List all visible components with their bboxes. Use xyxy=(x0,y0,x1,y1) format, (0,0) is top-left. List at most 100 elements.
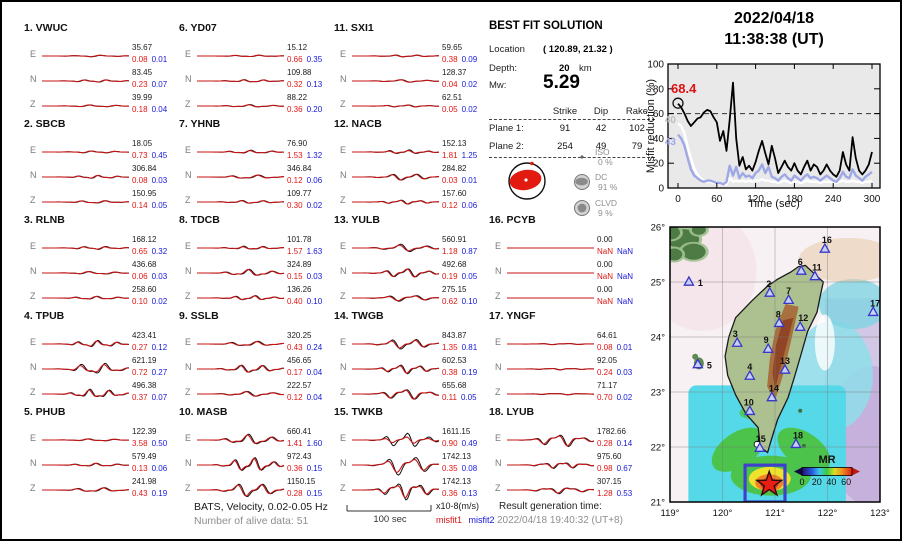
misfit1-value: 0.98 xyxy=(597,464,613,473)
synthetic-trace xyxy=(42,174,130,179)
component-label: Z xyxy=(185,99,191,109)
waveform-trace xyxy=(352,483,440,501)
map-lon-label: 122° xyxy=(818,508,838,519)
synthetic-trace xyxy=(42,271,130,275)
y-tick-label: 40 xyxy=(653,134,665,145)
trace-values: 1742.13 0.36 0.13 xyxy=(442,477,492,498)
map-lon-label: 120° xyxy=(713,508,733,519)
waveform-trace xyxy=(197,149,285,154)
misfit2-value: 0.27 xyxy=(151,368,168,377)
trace-values: 76.90 1.53 1.32 xyxy=(287,139,337,160)
waveform-trace xyxy=(352,173,440,181)
plane1-dip: 42 xyxy=(595,123,607,134)
waveform-trace xyxy=(197,295,285,301)
misfit1-value: 1.57 xyxy=(287,247,303,256)
trace-values: 1611.15 0.90 0.49 xyxy=(442,427,492,448)
misfit-values: 0.10 0.02 xyxy=(132,297,182,306)
best-fit-title: BEST FIT SOLUTION xyxy=(489,20,603,32)
misfit2-value: 0.07 xyxy=(151,80,168,89)
misfit2-value: 0.10 xyxy=(461,297,478,306)
misfit-values: 0.12 0.04 xyxy=(287,393,337,402)
peak-amplitude: 660.41 xyxy=(287,427,312,436)
component-label: Z xyxy=(495,387,501,397)
misfit1-value: NaN xyxy=(597,247,614,256)
misfit-values: 1.35 0.81 xyxy=(442,343,492,352)
component-label: N xyxy=(185,362,192,372)
misfit-values: 0.12 0.06 xyxy=(287,176,337,185)
station-block-nacb: 12. NACB E 152.13 1.81 1.25 N 284.82 0.03 0.01 Z 1… xyxy=(332,118,490,214)
misfit1-value: 0.36 xyxy=(287,105,303,114)
station-block-vwuc: 1. VWUC E 35.67 0.08 0.01 N 83.45 0.23 0.07 Z 39.9… xyxy=(22,22,180,118)
waveform-row-sslb-z: Z 222.57 0.12 0.04 xyxy=(177,380,335,406)
synthetic-trace xyxy=(352,173,440,181)
misfit-values: NaN NaN xyxy=(597,272,647,281)
col-header-dip: Dip xyxy=(593,106,609,117)
waveform-row-lyub-z: Z 307.15 1.28 0.53 xyxy=(487,476,645,502)
misfit1-value: NaN xyxy=(597,272,614,281)
component-label: Z xyxy=(340,483,346,493)
trace-values: 307.15 1.28 0.53 xyxy=(597,477,647,498)
depth-label: Depth: xyxy=(489,63,517,74)
station-header: 13. YULB xyxy=(334,214,380,226)
misfit1-value: 0.28 xyxy=(287,489,303,498)
mw-label: Mw: xyxy=(489,80,507,91)
waveform-row-rlnb-e: E 168.12 0.65 0.32 xyxy=(22,234,180,260)
component-label: E xyxy=(30,145,37,155)
synthetic-trace xyxy=(352,268,440,278)
series-current-solution xyxy=(677,81,873,178)
trace-values: 1742.13 0.35 0.08 xyxy=(442,452,492,473)
x-tick-label: 0 xyxy=(675,194,681,205)
misfit-values: 3.58 0.50 xyxy=(132,439,182,448)
location-map: 1 2 3 4 5 6 7 8 9 10 11 12 13 14 15 16 17 18 MR 0 20 40 60 26° 2… xyxy=(648,217,900,534)
component-label: N xyxy=(340,170,347,180)
misfit1-value: 0.12 xyxy=(442,201,458,210)
synthetic-trace xyxy=(197,104,285,108)
component-label: Z xyxy=(340,387,346,397)
trace-values: 0.00 NaN NaN xyxy=(597,260,647,281)
misfit-values: 0.36 0.20 xyxy=(287,105,337,114)
misfit-values: 0.65 0.32 xyxy=(132,247,182,256)
trace-values: 136.26 0.40 0.10 xyxy=(287,285,337,306)
misfit1-value: 0.36 xyxy=(442,489,458,498)
map-station-triangle-icon xyxy=(744,404,756,416)
peak-amplitude: 496.38 xyxy=(132,381,157,390)
misfit1-value: 0.73 xyxy=(132,151,148,160)
map-station-number: 5 xyxy=(707,361,712,371)
mr-colorbar xyxy=(801,467,853,476)
waveform-trace xyxy=(507,487,595,495)
focal-mechanism-beachball-icon xyxy=(508,161,546,200)
waveform-trace xyxy=(352,54,440,58)
station-header: 9. SSLB xyxy=(179,310,219,322)
misfit-values: 0.28 0.14 xyxy=(597,439,647,448)
colorbar-tick-label: 60 xyxy=(841,477,851,487)
peak-amplitude: 0.00 xyxy=(597,235,613,244)
trace-values: 436.68 0.06 0.03 xyxy=(132,260,182,281)
station-header: 10. MASB xyxy=(179,406,228,418)
iso-label: ISO xyxy=(595,147,610,157)
waveform-row-nacb-n: N 284.82 0.03 0.01 xyxy=(332,163,490,189)
trace-values: 655.68 0.11 0.05 xyxy=(442,381,492,402)
synthetic-trace xyxy=(507,393,594,396)
event-date: 2022/04/18 xyxy=(733,10,815,27)
waveform-trace xyxy=(42,79,130,83)
map-station-triangle-icon xyxy=(744,369,756,380)
waveform-trace xyxy=(197,483,285,498)
x-tick-label: 300 xyxy=(864,194,881,205)
station-block-yngf: 17. YNGF E 64.61 0.08 0.01 N 92.05 0.24 0.03 Z 71.… xyxy=(487,310,645,406)
trace-values: 71.17 0.70 0.02 xyxy=(597,381,647,402)
decomposition-clvd: CLVD 9 % xyxy=(573,198,663,222)
map-station-triangle-icon xyxy=(790,437,802,449)
station-header: 14. TWGB xyxy=(334,310,384,322)
misfit-legend: misfit1 misfit2 xyxy=(436,515,495,525)
waveform-row-sxi1-n: N 128.37 0.04 0.02 xyxy=(332,67,490,93)
trace-values: 92.05 0.24 0.03 xyxy=(597,356,647,377)
synthetic-trace xyxy=(197,391,285,397)
trace-values: 128.37 0.04 0.02 xyxy=(442,68,492,89)
component-label: Z xyxy=(30,99,36,109)
synthetic-trace xyxy=(197,341,285,346)
peak-amplitude: 579.49 xyxy=(132,452,157,461)
component-label: Z xyxy=(30,387,36,397)
current-misfit-annotation: 68.4 xyxy=(671,81,697,96)
waveform-trace xyxy=(507,393,595,396)
station-block-twgb: 14. TWGB E 843.87 1.35 0.81 N 602.53 0.38 0.19 Z 6… xyxy=(332,310,490,406)
